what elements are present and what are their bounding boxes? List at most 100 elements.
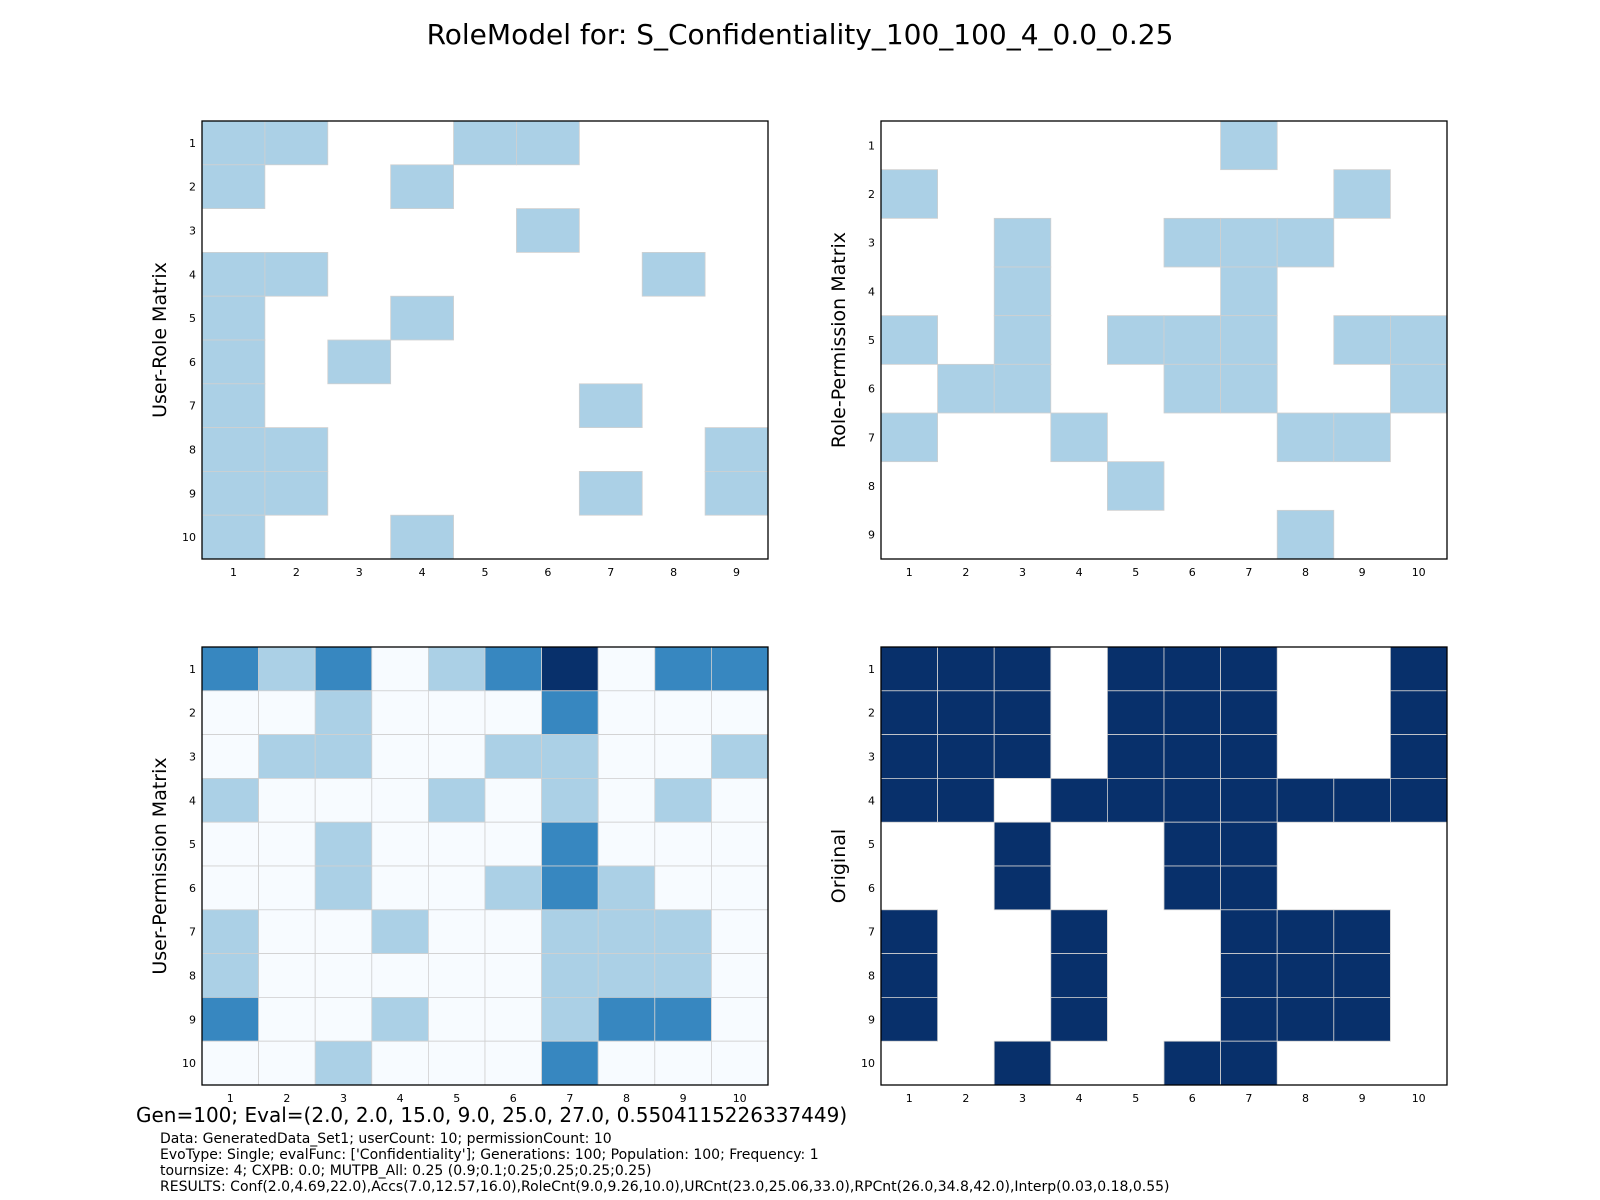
heatmap-cell bbox=[880, 169, 938, 219]
heatmap-cell bbox=[1220, 821, 1278, 867]
heatmap-cell bbox=[880, 646, 938, 692]
heatmap-cell bbox=[880, 997, 938, 1042]
heatmap-cell bbox=[711, 821, 769, 867]
heatmap-cell bbox=[516, 120, 580, 166]
heatmap-cell bbox=[1333, 778, 1391, 823]
y-tick-label: 8 bbox=[189, 444, 196, 457]
x-tick-label: 9 bbox=[680, 1092, 687, 1105]
y-tick-label: 9 bbox=[189, 1013, 196, 1026]
heatmap-cell bbox=[516, 208, 580, 253]
heatmap-cell bbox=[1220, 120, 1278, 171]
heatmap-cell bbox=[201, 953, 259, 998]
heatmap-cell bbox=[993, 821, 1052, 867]
x-tick-label: 5 bbox=[482, 566, 489, 579]
x-tick-label: 3 bbox=[340, 1092, 347, 1105]
heatmap-cell bbox=[484, 909, 542, 954]
heatmap-cell bbox=[201, 909, 259, 954]
heatmap-cell bbox=[201, 646, 259, 692]
x-tick-label: 3 bbox=[1019, 566, 1026, 579]
heatmap-cell bbox=[541, 778, 599, 823]
heatmap-cell bbox=[371, 997, 429, 1042]
heatmap-cell bbox=[258, 646, 316, 692]
x-tick-label: 4 bbox=[419, 566, 426, 579]
heatmap-cell bbox=[371, 646, 429, 692]
heatmap-cell bbox=[993, 690, 1052, 735]
x-tick-label: 9 bbox=[1359, 1092, 1366, 1105]
heatmap-cell bbox=[258, 690, 316, 735]
x-tick-label: 8 bbox=[623, 1092, 630, 1105]
heatmap-cell bbox=[597, 909, 656, 954]
y-tick-label: 5 bbox=[189, 312, 196, 325]
heatmap-cell bbox=[654, 997, 712, 1042]
heatmap-cell bbox=[314, 909, 373, 954]
heatmap-cell bbox=[1050, 997, 1108, 1042]
x-tick-label: 1 bbox=[230, 566, 237, 579]
heatmap-cell bbox=[597, 953, 656, 998]
x-tick-label: 2 bbox=[283, 1092, 290, 1105]
heatmap-cell bbox=[201, 383, 266, 428]
heatmap-cell bbox=[484, 997, 542, 1042]
heatmap-cell bbox=[1276, 953, 1335, 998]
heatmap-cell bbox=[597, 778, 656, 823]
heatmap-cell bbox=[484, 821, 542, 867]
heatmap-cell bbox=[654, 734, 712, 779]
y-tick-label: 5 bbox=[868, 334, 875, 347]
heatmap-cell bbox=[1107, 315, 1165, 365]
heatmap-cell bbox=[201, 295, 266, 341]
y-tick-label: 9 bbox=[868, 1013, 875, 1026]
y-tick-label: 8 bbox=[189, 970, 196, 983]
heatmap-cell bbox=[314, 865, 373, 911]
heatmap-cell bbox=[371, 821, 429, 867]
heatmap-cell bbox=[201, 514, 266, 560]
y-axis-label: User-Permission Matrix bbox=[149, 757, 171, 974]
heatmap-cell bbox=[453, 120, 517, 166]
heatmap-cell bbox=[993, 734, 1052, 779]
heatmap-cell bbox=[541, 734, 599, 779]
heatmap-cell bbox=[654, 646, 712, 692]
y-tick-label: 4 bbox=[868, 285, 875, 298]
heatmap-cell bbox=[1333, 953, 1391, 998]
heatmap-cell bbox=[371, 1040, 429, 1086]
heatmap-cell bbox=[314, 646, 373, 692]
plot-frame bbox=[201, 646, 769, 1086]
x-tick-label: 6 bbox=[510, 1092, 517, 1105]
heatmap-cell bbox=[711, 997, 769, 1042]
heatmap-cell bbox=[201, 821, 259, 867]
heatmap-cell bbox=[201, 120, 266, 166]
heatmap-cell bbox=[314, 690, 373, 735]
x-tick-label: 4 bbox=[1076, 1092, 1083, 1105]
y-tick-label: 5 bbox=[189, 838, 196, 851]
heatmap-cell bbox=[1390, 734, 1448, 779]
heatmap-cell bbox=[1220, 646, 1278, 692]
y-tick-label: 7 bbox=[189, 400, 196, 413]
y-axis-label: User-Role Matrix bbox=[149, 262, 171, 418]
plot-frame bbox=[880, 120, 1448, 560]
heatmap-cell bbox=[201, 734, 259, 779]
heatmap-cell bbox=[1333, 169, 1391, 219]
heatmap-cell bbox=[201, 164, 266, 210]
y-tick-label: 1 bbox=[189, 137, 196, 150]
heatmap-cell bbox=[390, 164, 454, 210]
heatmap-cell bbox=[1050, 412, 1108, 463]
heatmap-cell bbox=[541, 1040, 599, 1086]
heatmap-cell bbox=[1163, 315, 1221, 365]
heatmap-cell bbox=[1276, 909, 1335, 954]
heatmap-cell bbox=[880, 953, 938, 998]
heatmap-cell bbox=[654, 1040, 712, 1086]
heatmap-cell bbox=[1220, 909, 1278, 954]
heatmap-cell bbox=[427, 821, 486, 867]
y-tick-label: 9 bbox=[189, 487, 196, 500]
generation-eval-line: Gen=100; Eval=(2.0, 2.0, 15.0, 9.0, 25.0… bbox=[136, 1103, 848, 1127]
heatmap-cell bbox=[654, 778, 712, 823]
heatmap-cell bbox=[1220, 217, 1278, 268]
heatmap-cell bbox=[993, 646, 1052, 692]
heatmap-cell bbox=[314, 1040, 373, 1086]
heatmap-cell bbox=[1107, 690, 1165, 735]
heatmap-cell bbox=[597, 997, 656, 1042]
x-tick-label: 6 bbox=[1189, 1092, 1196, 1105]
heatmap-cell bbox=[880, 778, 938, 823]
heatmap-cell bbox=[937, 363, 995, 414]
heatmap-cell bbox=[541, 690, 599, 735]
x-tick-label: 5 bbox=[453, 1092, 460, 1105]
heatmap-cell bbox=[258, 821, 316, 867]
